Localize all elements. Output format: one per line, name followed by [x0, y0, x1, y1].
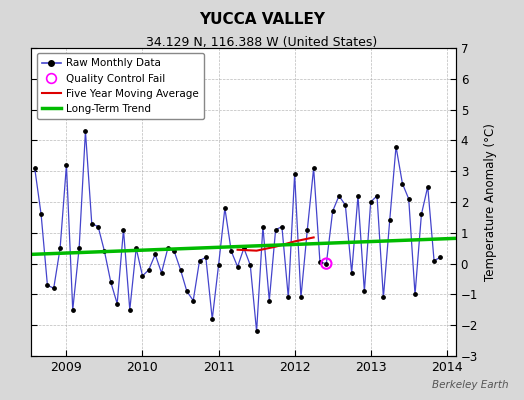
- Point: [214, 262, 223, 268]
- Point: [221, 205, 229, 211]
- Point: [405, 196, 413, 202]
- Point: [316, 259, 324, 265]
- Point: [335, 193, 343, 199]
- Point: [284, 294, 292, 301]
- Point: [43, 282, 51, 288]
- Point: [379, 294, 388, 301]
- Point: [233, 264, 242, 270]
- Point: [360, 288, 368, 294]
- Point: [119, 226, 128, 233]
- Point: [69, 306, 77, 313]
- Point: [303, 226, 311, 233]
- Point: [239, 245, 248, 251]
- Point: [329, 208, 337, 214]
- Point: [265, 297, 274, 304]
- Point: [195, 257, 204, 264]
- Point: [157, 270, 166, 276]
- Text: YUCCA VALLEY: YUCCA VALLEY: [199, 12, 325, 27]
- Text: Berkeley Earth: Berkeley Earth: [432, 380, 508, 390]
- Point: [81, 128, 90, 134]
- Point: [259, 224, 267, 230]
- Point: [417, 211, 425, 218]
- Point: [163, 245, 172, 251]
- Point: [310, 165, 318, 171]
- Point: [322, 260, 331, 267]
- Point: [56, 245, 64, 251]
- Point: [37, 211, 45, 218]
- Point: [392, 143, 400, 150]
- Point: [177, 266, 185, 273]
- Point: [253, 328, 261, 334]
- Point: [246, 262, 255, 268]
- Point: [341, 202, 350, 208]
- Point: [423, 183, 432, 190]
- Point: [126, 306, 134, 313]
- Point: [132, 245, 140, 251]
- Point: [88, 220, 96, 227]
- Point: [170, 248, 178, 254]
- Point: [202, 254, 210, 261]
- Point: [354, 193, 362, 199]
- Point: [297, 294, 305, 301]
- Point: [430, 257, 438, 264]
- Point: [138, 273, 147, 279]
- Point: [189, 297, 198, 304]
- Point: [100, 248, 108, 254]
- Point: [151, 251, 159, 258]
- Point: [145, 266, 153, 273]
- Point: [113, 300, 122, 307]
- Point: [227, 248, 235, 254]
- Point: [50, 285, 58, 292]
- Point: [62, 162, 71, 168]
- Point: [271, 226, 280, 233]
- Y-axis label: Temperature Anomaly (°C): Temperature Anomaly (°C): [484, 123, 497, 281]
- Point: [322, 260, 331, 267]
- Point: [75, 245, 83, 251]
- Point: [94, 224, 102, 230]
- Legend: Raw Monthly Data, Quality Control Fail, Five Year Moving Average, Long-Term Tren: Raw Monthly Data, Quality Control Fail, …: [37, 53, 204, 119]
- Point: [347, 270, 356, 276]
- Point: [278, 224, 286, 230]
- Point: [290, 171, 299, 178]
- Point: [183, 288, 191, 294]
- Point: [106, 279, 115, 285]
- Point: [436, 254, 445, 261]
- Point: [373, 193, 381, 199]
- Point: [398, 180, 407, 187]
- Point: [386, 217, 394, 224]
- Point: [411, 291, 419, 298]
- Text: 34.129 N, 116.388 W (United States): 34.129 N, 116.388 W (United States): [146, 36, 378, 49]
- Point: [366, 199, 375, 205]
- Point: [30, 165, 39, 171]
- Point: [208, 316, 216, 322]
